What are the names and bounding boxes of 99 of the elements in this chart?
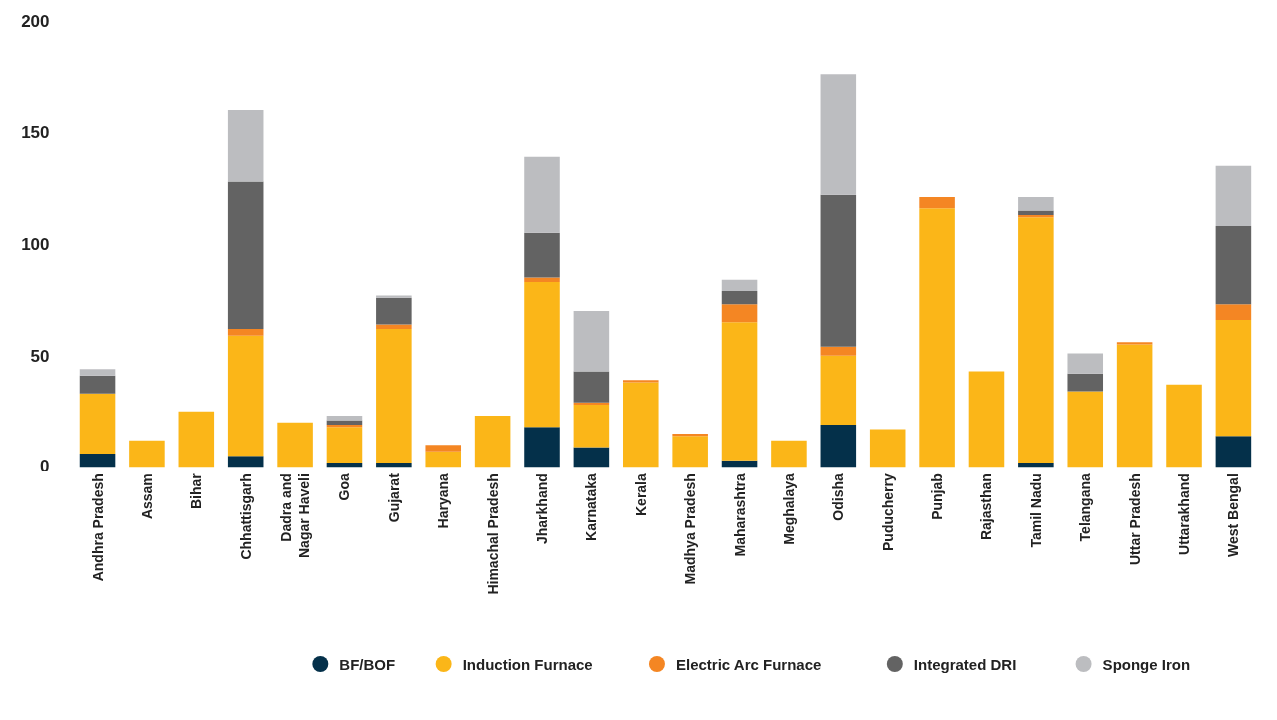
- x-tick-label: Himachal Pradesh: [484, 473, 501, 595]
- x-tick-label: Punjab: [929, 473, 946, 520]
- bar: [227, 328, 264, 336]
- bar: [524, 281, 560, 428]
- bar: [573, 404, 610, 448]
- bar: [573, 311, 610, 372]
- bar: [277, 422, 313, 468]
- legend-label: BF/BOF: [339, 655, 396, 673]
- bar: [326, 427, 363, 464]
- bar: [129, 440, 165, 468]
- x-tick-label: Kerala: [632, 472, 649, 517]
- bar: [1067, 353, 1104, 374]
- bar: [820, 346, 857, 356]
- bar: [623, 382, 659, 468]
- bar: [376, 295, 412, 298]
- bar: [524, 427, 560, 468]
- legend-label: Induction Furnace: [462, 655, 593, 673]
- x-tick-label: Rajasthan: [978, 473, 995, 541]
- bar: [968, 371, 1005, 468]
- bar: [1215, 304, 1252, 320]
- x-tick-label: Karnataka: [583, 472, 600, 541]
- bar: [623, 380, 659, 383]
- x-tick-label: Meghalaya: [780, 472, 797, 545]
- bar: [1116, 344, 1153, 468]
- x-tick-label: Puducherry: [879, 472, 896, 551]
- bar: [721, 322, 758, 461]
- bar: [1018, 217, 1054, 464]
- bar: [376, 324, 412, 329]
- bar: [672, 436, 708, 468]
- bar: [1067, 373, 1104, 392]
- bar: [376, 328, 412, 464]
- bar: [1018, 210, 1054, 215]
- bar: [672, 433, 708, 437]
- bar: [721, 290, 758, 305]
- bar: [721, 304, 758, 323]
- y-tick-label: 200: [21, 11, 50, 31]
- x-tick-label: Odisha: [830, 472, 847, 521]
- bar: [79, 369, 116, 376]
- x-tick-label: Jharkhand: [534, 473, 551, 544]
- bar: [771, 440, 807, 468]
- x-tick-label: Andhra Pradesh: [89, 473, 106, 582]
- bar: [376, 463, 412, 468]
- x-tick-label: Uttarakhand: [1176, 473, 1193, 555]
- y-tick-label: 100: [21, 235, 50, 254]
- bar: [227, 181, 264, 329]
- bar: [820, 74, 857, 195]
- x-tick-label: Telangana: [1077, 472, 1094, 542]
- x-tick-label: Chhattisgarh: [237, 473, 254, 560]
- x-tick-label: Madhya Pradesh: [682, 473, 699, 585]
- x-tick-label: Uttar Pradesh: [1126, 473, 1143, 566]
- bar: [1215, 436, 1252, 468]
- bar: [524, 156, 560, 233]
- bar: [1067, 391, 1104, 468]
- bar: [227, 456, 264, 468]
- bar: [1215, 226, 1252, 305]
- bar: [1215, 165, 1252, 227]
- bar: [524, 277, 560, 282]
- bar: [524, 232, 560, 278]
- bar: [1018, 197, 1054, 211]
- bar: [869, 429, 906, 468]
- bar: [820, 425, 857, 468]
- bar: [425, 445, 462, 452]
- y-tick-label: 0: [40, 456, 50, 476]
- bar: [820, 194, 857, 347]
- bar: [820, 355, 857, 426]
- bar: [1215, 319, 1252, 437]
- legend-label: Electric Arc Furnace: [675, 655, 822, 673]
- x-tick-label: Maharashtra: [731, 472, 748, 557]
- bar: [79, 454, 116, 468]
- bar: [178, 411, 215, 468]
- bar: [573, 371, 610, 403]
- bar: [227, 335, 264, 457]
- x-tick-label: Dadra and Nagar Haveli: [278, 473, 312, 559]
- bar: [573, 447, 610, 468]
- bar: [376, 297, 412, 325]
- bar: [474, 416, 511, 468]
- bar: [1116, 342, 1153, 345]
- x-tick-label: West Bengal: [1225, 473, 1242, 557]
- x-tick-label: Assam: [138, 473, 155, 520]
- x-tick-label: Tamil Nadu: [1027, 473, 1044, 548]
- legend-label: Integrated DRI: [913, 655, 1017, 673]
- y-tick-label: 50: [30, 346, 50, 366]
- bar: [79, 393, 116, 455]
- bar: [1018, 463, 1054, 468]
- x-tick-label: Bihar: [188, 472, 205, 509]
- x-tick-label: Gujarat: [385, 472, 402, 523]
- bar: [326, 416, 363, 421]
- legend-label: Sponge Iron: [1102, 655, 1191, 673]
- bar: [919, 197, 955, 209]
- x-tick-label: Haryana: [435, 472, 452, 529]
- bar: [919, 208, 955, 468]
- y-tick-label: 150: [21, 123, 50, 143]
- bar: [1166, 384, 1202, 468]
- bar: [721, 279, 758, 291]
- bar: [79, 375, 116, 394]
- bar: [227, 109, 264, 182]
- x-tick-label: Goa: [336, 472, 353, 501]
- bar: [1018, 214, 1054, 218]
- bar: [425, 451, 462, 468]
